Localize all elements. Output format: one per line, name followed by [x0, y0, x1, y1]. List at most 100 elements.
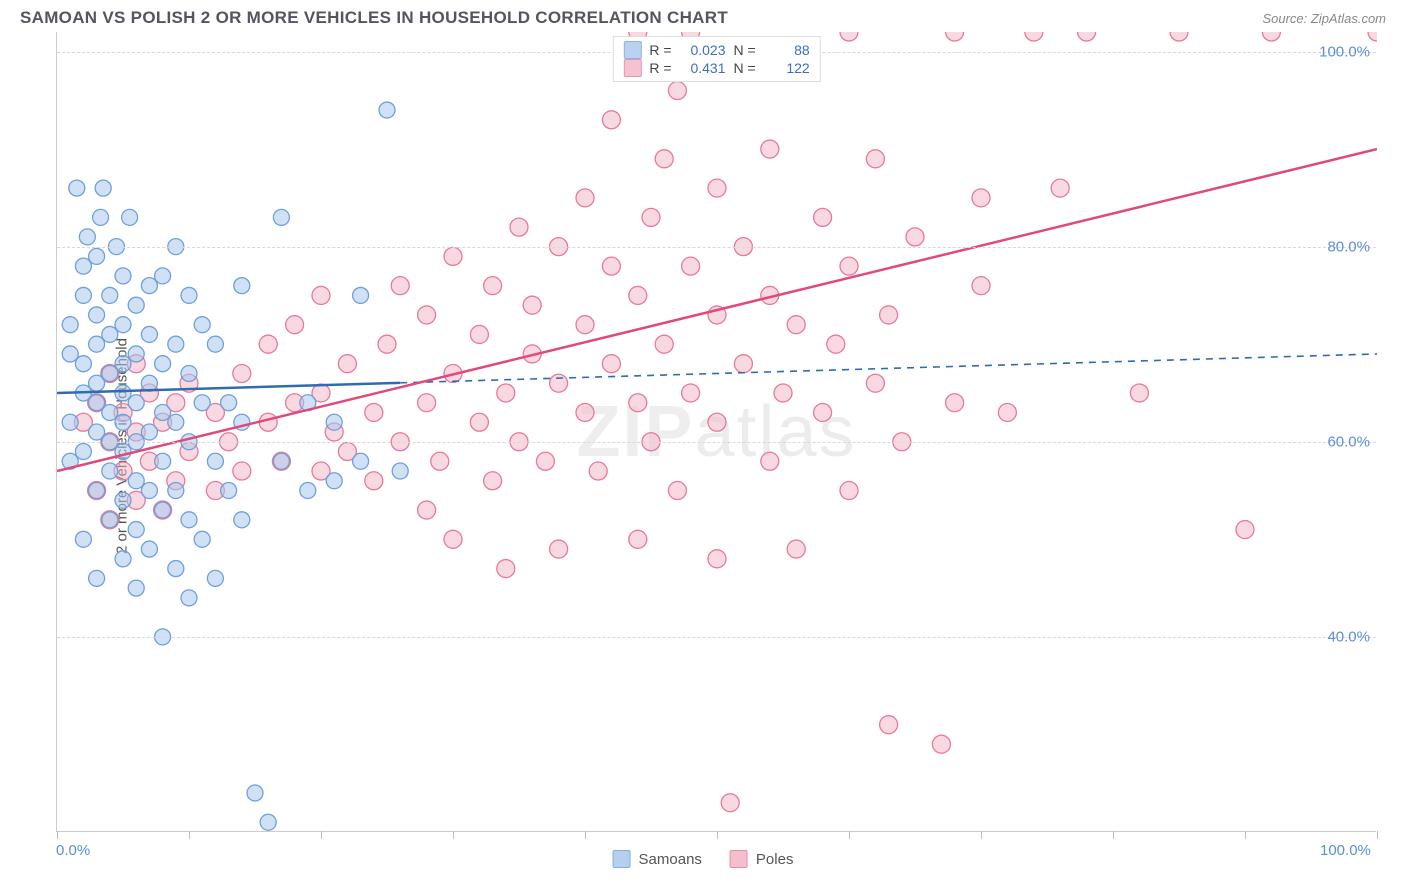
data-point — [668, 482, 686, 500]
data-point — [1051, 179, 1069, 197]
data-point — [221, 395, 237, 411]
data-point — [655, 150, 673, 168]
data-point — [168, 414, 184, 430]
data-point — [155, 404, 171, 420]
data-point — [247, 785, 263, 801]
data-point — [840, 32, 858, 41]
data-point — [602, 257, 620, 275]
data-point — [814, 403, 832, 421]
data-point — [1025, 32, 1043, 41]
data-point — [840, 257, 858, 275]
data-point — [115, 551, 131, 567]
data-point — [946, 32, 964, 41]
data-point — [234, 512, 250, 528]
x-tick — [849, 831, 850, 839]
data-point — [89, 336, 105, 352]
data-point — [378, 335, 396, 353]
x-axis-max-label: 100.0% — [1320, 842, 1371, 859]
data-point — [260, 814, 276, 830]
data-point — [932, 735, 950, 753]
data-point — [629, 394, 647, 412]
data-point — [761, 452, 779, 470]
x-axis-min-label: 0.0% — [56, 842, 90, 859]
data-point — [141, 541, 157, 557]
data-point — [972, 189, 990, 207]
data-point — [95, 180, 111, 196]
legend-n-label: N = — [734, 60, 756, 76]
legend-stat-row: R =0.023 N =88 — [623, 41, 809, 59]
data-point — [300, 483, 316, 499]
data-point — [122, 209, 138, 225]
data-point — [115, 385, 131, 401]
data-point — [181, 512, 197, 528]
x-tick — [585, 831, 586, 839]
legend-swatch — [730, 850, 748, 868]
data-point — [207, 570, 223, 586]
data-point — [89, 307, 105, 323]
data-point — [682, 384, 700, 402]
data-point — [1368, 32, 1377, 41]
data-point — [102, 404, 118, 420]
gridline — [57, 247, 1376, 248]
data-point — [1078, 32, 1096, 41]
legend-swatch — [613, 850, 631, 868]
data-point — [418, 306, 436, 324]
data-point — [510, 218, 528, 236]
trend-line — [57, 383, 400, 393]
data-point — [89, 375, 105, 391]
data-point — [418, 394, 436, 412]
data-point — [181, 365, 197, 381]
data-point — [536, 452, 554, 470]
data-point — [365, 472, 383, 490]
data-point — [207, 453, 223, 469]
data-point — [708, 550, 726, 568]
data-point — [141, 278, 157, 294]
data-point — [89, 424, 105, 440]
data-point — [602, 111, 620, 129]
data-point — [233, 364, 251, 382]
data-point — [497, 384, 515, 402]
data-point — [629, 530, 647, 548]
legend-n-value: 122 — [764, 60, 810, 76]
data-point — [128, 580, 144, 596]
data-point — [391, 277, 409, 295]
data-point — [444, 247, 462, 265]
data-point — [141, 483, 157, 499]
data-point — [998, 403, 1016, 421]
data-point — [207, 336, 223, 352]
data-point — [128, 346, 144, 362]
data-point — [497, 560, 515, 578]
data-point — [814, 208, 832, 226]
chart-area: ZIPatlas R =0.023 N =88 R =0.431 N =122 … — [56, 32, 1376, 832]
y-tick-label: 40.0% — [1327, 628, 1370, 645]
data-point — [484, 472, 502, 490]
data-point — [353, 287, 369, 303]
data-point — [576, 316, 594, 334]
data-point — [761, 140, 779, 158]
data-point — [602, 355, 620, 373]
data-point — [353, 453, 369, 469]
data-point — [115, 492, 131, 508]
data-point — [75, 444, 91, 460]
data-point — [181, 590, 197, 606]
data-point — [787, 540, 805, 558]
trend-line-dashed — [400, 354, 1377, 383]
data-point — [168, 483, 184, 499]
data-point — [155, 453, 171, 469]
data-point — [141, 375, 157, 391]
data-point — [1262, 32, 1280, 41]
x-tick — [57, 831, 58, 839]
data-point — [62, 317, 78, 333]
legend-series: SamoansPoles — [613, 840, 794, 878]
data-point — [418, 501, 436, 519]
data-point — [259, 335, 277, 353]
data-point — [102, 365, 118, 381]
data-point — [93, 209, 109, 225]
x-tick — [453, 831, 454, 839]
data-point — [234, 278, 250, 294]
data-point — [181, 287, 197, 303]
data-point — [682, 257, 700, 275]
data-point — [155, 268, 171, 284]
data-point — [708, 413, 726, 431]
data-point — [273, 209, 289, 225]
